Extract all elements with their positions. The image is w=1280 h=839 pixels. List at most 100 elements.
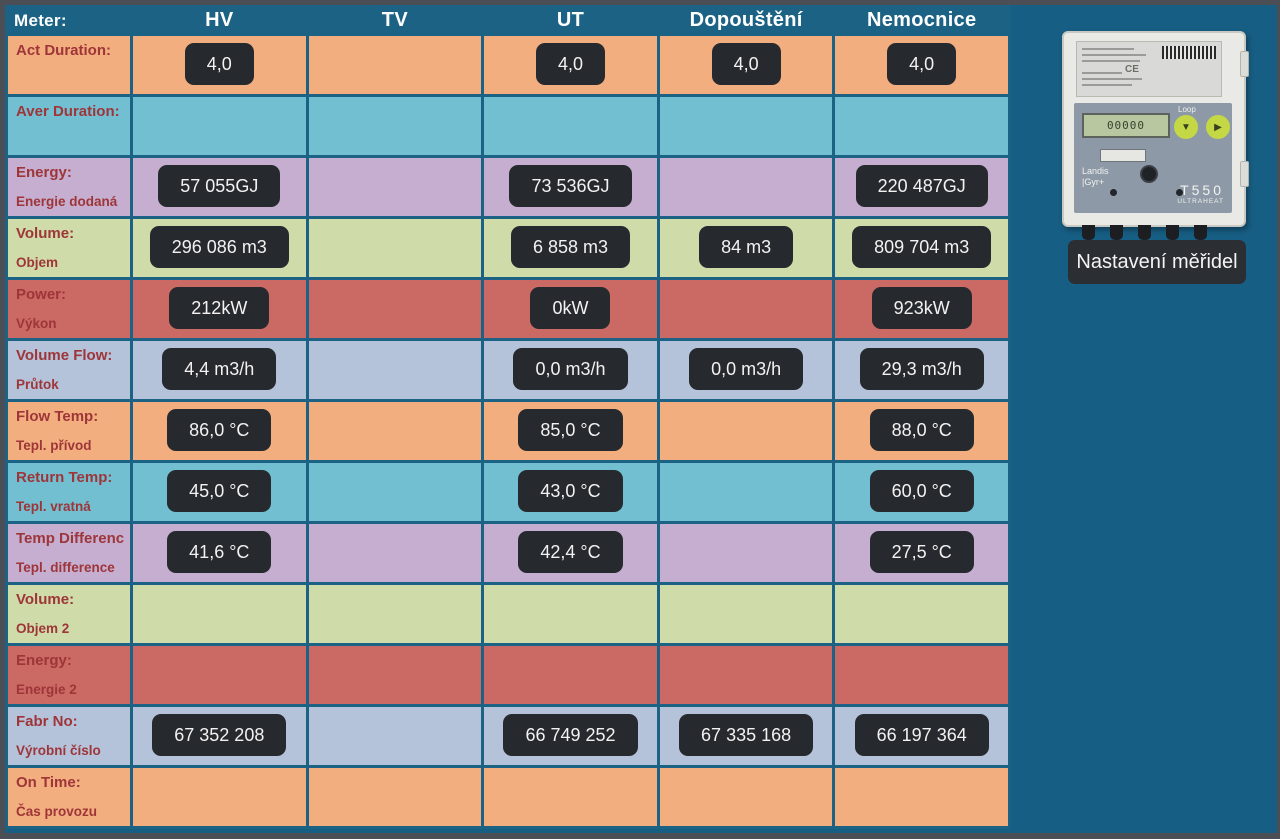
row-label-energy-2: Energy: Energie 2	[8, 646, 130, 704]
cell-energy-tv	[308, 158, 482, 216]
row-label-cs: Energie dodaná	[16, 193, 118, 209]
barcode	[1162, 46, 1216, 59]
row-label-cs: Čas provozu	[16, 803, 98, 819]
row-label-aver-duration: Aver Duration:	[8, 97, 130, 155]
row-label-cs: Objem	[16, 254, 59, 270]
row-label-power: Power: Výkon	[8, 280, 130, 338]
row-label-cs: Objem 2	[16, 620, 70, 636]
value-power-ut: 0kW	[530, 287, 611, 329]
row-label-en: Volume Flow:	[16, 348, 113, 364]
cell-return-temp-ut: 43,0 °C	[484, 463, 657, 521]
cell-fabr-no-hv: 67 352 208	[133, 707, 306, 765]
value-flow-temp-nemocnice: 88,0 °C	[869, 409, 974, 451]
cell-temp-difference-dopousteni	[659, 524, 833, 582]
value-fabr-no-nemocnice: 66 197 364	[854, 714, 989, 756]
cell-volume-2-ut	[484, 585, 657, 643]
cell-power-dopousteni	[659, 280, 833, 338]
row-label-en: Fabr No:	[16, 714, 78, 730]
label-text-line	[1082, 54, 1146, 56]
cell-on-time-ut	[484, 768, 657, 826]
device-front-panel: 00000 Loop ▼ ▶ Landis |Gyr+ T550 ULTRAHE…	[1074, 103, 1232, 213]
value-volume-flow-nemocnice: 29,3 m3/h	[859, 348, 984, 390]
label-text-line	[1082, 84, 1132, 86]
cell-aver-duration-nemocnice	[835, 97, 1008, 155]
row-label-en: Flow Temp:	[16, 409, 99, 425]
row-label-return-temp: Return Temp: Tepl. vratná	[8, 463, 130, 521]
label-text-line	[1082, 72, 1122, 74]
cell-power-hv: 212kW	[133, 280, 306, 338]
row-label-act-duration: Act Duration:	[8, 36, 130, 94]
device-down-button: ▼	[1174, 115, 1198, 139]
row-label-volume-flow: Volume Flow: Průtok	[8, 341, 130, 399]
cell-energy-2-nemocnice	[835, 646, 1008, 704]
meter-settings-button[interactable]: Nastavení měřidel	[1068, 240, 1246, 284]
cell-volume-flow-tv	[308, 341, 482, 399]
cell-on-time-dopousteni	[659, 768, 833, 826]
cell-on-time-hv	[133, 768, 306, 826]
label-text-line	[1082, 78, 1142, 80]
row-label-flow-temp: Flow Temp: Tepl. přívod	[8, 402, 130, 460]
cell-fabr-no-nemocnice: 66 197 364	[835, 707, 1008, 765]
row-label-en: Return Temp:	[16, 470, 113, 486]
column-header-ut: UT	[556, 9, 585, 31]
cell-return-temp-dopousteni	[659, 463, 833, 521]
cell-volume-2-tv	[308, 585, 482, 643]
value-volume-flow-hv: 4,4 m3/h	[162, 348, 277, 390]
cell-aver-duration-dopousteni	[659, 97, 833, 155]
row-label-en: Temp Differenc	[16, 531, 125, 547]
cell-flow-temp-nemocnice: 88,0 °C	[835, 402, 1008, 460]
device-next-button: ▶	[1206, 115, 1230, 139]
cell-flow-temp-dopousteni	[659, 402, 833, 460]
device-hinge	[1240, 161, 1249, 187]
cell-act-duration-nemocnice: 4,0	[835, 36, 1008, 94]
cell-volume-flow-hv: 4,4 m3/h	[133, 341, 306, 399]
cell-fabr-no-ut: 66 749 252	[484, 707, 657, 765]
label-text-line	[1082, 48, 1134, 50]
cell-fabr-no-tv	[308, 707, 482, 765]
cell-act-duration-dopousteni: 4,0	[659, 36, 833, 94]
cell-on-time-tv	[308, 768, 482, 826]
label-text-line	[1082, 60, 1140, 62]
main-content: Meter: HV TV UT Dopouštění Nemocnice Act Durat…	[5, 5, 1277, 833]
row-label-en: Volume:	[16, 592, 75, 608]
value-flow-temp-ut: 85,0 °C	[518, 409, 623, 451]
cell-energy-nemocnice: 220 487GJ	[835, 158, 1008, 216]
cell-aver-duration-tv	[308, 97, 482, 155]
value-volume-flow-ut: 0,0 m3/h	[513, 348, 628, 390]
device-type-label: CE	[1076, 41, 1222, 97]
row-label-cs: Tepl. difference	[16, 559, 115, 575]
device-screw	[1176, 189, 1183, 196]
cell-temp-difference-nemocnice: 27,5 °C	[835, 524, 1008, 582]
cell-power-tv	[308, 280, 482, 338]
cell-aver-duration-ut	[484, 97, 657, 155]
cell-volume-ut: 6 858 m3	[484, 219, 657, 277]
row-label-cs: Energie 2	[16, 681, 77, 697]
device-screw	[1110, 189, 1117, 196]
cell-flow-temp-ut: 85,0 °C	[484, 402, 657, 460]
value-act-duration-ut: 4,0	[535, 43, 605, 85]
cell-act-duration-hv: 4,0	[133, 36, 306, 94]
column-header-hv: HV	[205, 9, 234, 31]
cell-volume-2-nemocnice	[835, 585, 1008, 643]
row-label-on-time: On Time: Čas provozu	[8, 768, 130, 826]
cell-energy-2-ut	[484, 646, 657, 704]
value-power-nemocnice: 923kW	[871, 287, 972, 329]
row-label-energy: Energy: Energie dodaná	[8, 158, 130, 216]
device-model-label: T550 ULTRAHEAT	[1177, 182, 1224, 205]
row-label-en: Power:	[16, 287, 67, 303]
row-label-cs: Průtok	[16, 376, 59, 392]
column-header-nemocnice: Nemocnice	[866, 9, 977, 31]
value-temp-difference-ut: 42,4 °C	[518, 531, 623, 573]
value-fabr-no-hv: 67 352 208	[152, 714, 287, 756]
cell-act-duration-ut: 4,0	[484, 36, 657, 94]
cell-volume-tv	[308, 219, 482, 277]
cell-volume-flow-nemocnice: 29,3 m3/h	[835, 341, 1008, 399]
value-act-duration-dopousteni: 4,0	[711, 43, 781, 85]
cell-temp-difference-ut: 42,4 °C	[484, 524, 657, 582]
row-label-en: On Time:	[16, 775, 81, 791]
value-temp-difference-hv: 41,6 °C	[167, 531, 272, 573]
side-panel: CE 00000 Loop ▼ ▶ Landis |Gyr+ T550 ULTR…	[1011, 5, 1277, 833]
value-energy-hv: 57 055GJ	[158, 165, 281, 207]
value-volume-hv: 296 086 m3	[149, 226, 289, 268]
value-act-duration-hv: 4,0	[184, 43, 254, 85]
